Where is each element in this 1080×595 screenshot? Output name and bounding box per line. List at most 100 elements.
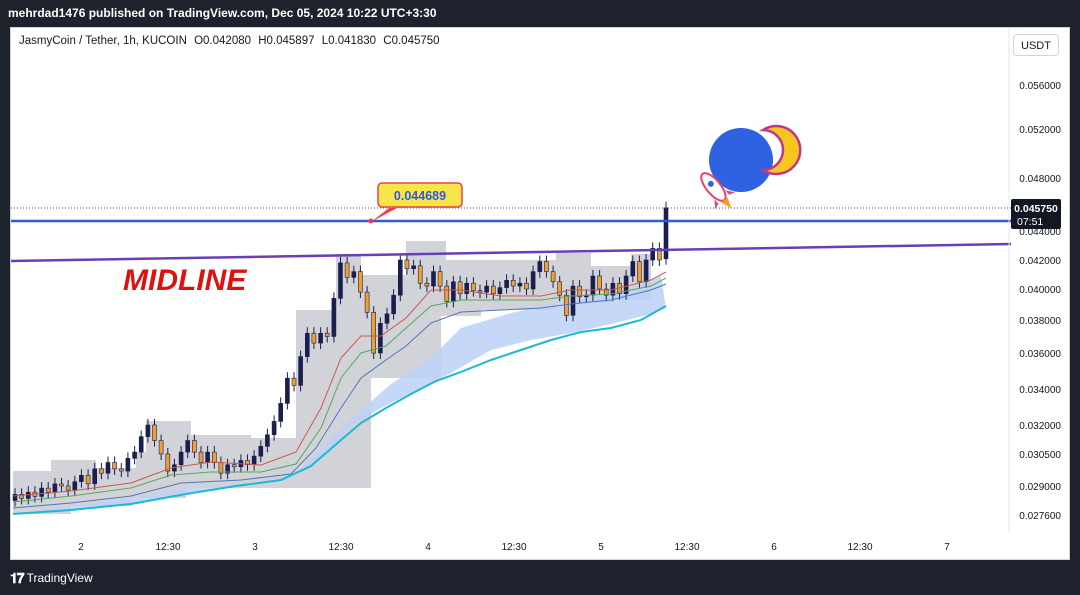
candle-up[interactable]: [630, 261, 636, 277]
candle-up[interactable]: [331, 297, 337, 337]
candle-down[interactable]: [158, 440, 164, 455]
candle-down[interactable]: [212, 451, 217, 463]
candle-down[interactable]: [603, 288, 609, 296]
candle-up[interactable]: [650, 248, 656, 261]
candle-down[interactable]: [404, 259, 410, 269]
candle-up[interactable]: [623, 275, 629, 295]
candle-down[interactable]: [471, 282, 476, 291]
candle-up[interactable]: [517, 282, 523, 287]
candle-up[interactable]: [663, 207, 669, 260]
candle-up[interactable]: [590, 275, 596, 296]
candle-down[interactable]: [344, 262, 350, 278]
candle-down[interactable]: [59, 483, 64, 487]
candle-down[interactable]: [231, 464, 237, 468]
candle-up[interactable]: [72, 481, 78, 491]
candle-up[interactable]: [205, 451, 210, 463]
candle-up[interactable]: [285, 377, 290, 404]
symbol-legend[interactable]: JasmyCoin / Tether, 1h, KUCOIN O0.042080…: [19, 35, 444, 47]
candle-up[interactable]: [504, 280, 509, 288]
candle-up[interactable]: [530, 271, 536, 290]
candle-up[interactable]: [391, 294, 396, 315]
candle-up[interactable]: [304, 332, 310, 357]
candle-up[interactable]: [484, 285, 489, 293]
chart-panel[interactable]: MIDLINE 0.044689 0.056000 0.052000 0.04800…: [10, 27, 1070, 560]
candle-up[interactable]: [258, 445, 264, 457]
midline-trendline[interactable]: [11, 242, 1012, 263]
candle-down[interactable]: [198, 451, 204, 463]
candle-up[interactable]: [178, 451, 184, 466]
callout-box[interactable]: [377, 182, 463, 208]
tradingview-footer[interactable]: 𝟏𝟕 TradingView: [10, 568, 93, 588]
time-axis[interactable]: 2 12:30 3 12:30 4 12:30 5 12:30 6 12:30 7: [78, 542, 950, 553]
price-axis[interactable]: 0.056000 0.052000 0.048000 0.044000 0.042000…: [1019, 81, 1061, 522]
candle-down[interactable]: [364, 291, 370, 313]
candle-down[interactable]: [477, 290, 483, 293]
candle-down[interactable]: [45, 487, 51, 493]
candle-up[interactable]: [431, 271, 436, 287]
candle-up[interactable]: [92, 468, 97, 485]
candle-down[interactable]: [152, 424, 157, 441]
candle-up[interactable]: [39, 487, 44, 497]
candle-down[interactable]: [324, 332, 330, 337]
candle-down[interactable]: [524, 282, 529, 290]
candle-down[interactable]: [165, 453, 171, 472]
candle-up[interactable]: [464, 282, 470, 294]
candle-up[interactable]: [185, 440, 190, 453]
candle-down[interactable]: [550, 271, 556, 283]
candle-down[interactable]: [444, 285, 450, 302]
candle-up[interactable]: [497, 287, 503, 295]
candle-up[interactable]: [570, 285, 576, 316]
candle-down[interactable]: [245, 460, 250, 465]
candle-down[interactable]: [637, 261, 642, 283]
candle-down[interactable]: [577, 285, 582, 298]
candle-down[interactable]: [417, 265, 423, 284]
candle-up[interactable]: [298, 356, 303, 386]
candle-down[interactable]: [192, 440, 197, 453]
candle-down[interactable]: [457, 281, 463, 295]
candle-down[interactable]: [544, 261, 549, 272]
candle-up[interactable]: [318, 332, 323, 344]
candle-up[interactable]: [378, 322, 383, 354]
candle-up[interactable]: [384, 313, 390, 324]
candle-down[interactable]: [510, 280, 516, 287]
candle-down[interactable]: [19, 493, 24, 499]
candle-down[interactable]: [112, 462, 117, 470]
candle-down[interactable]: [657, 248, 662, 261]
candle-down[interactable]: [437, 271, 443, 287]
candle-up[interactable]: [125, 457, 131, 472]
candle-down[interactable]: [99, 468, 104, 474]
publisher-header: mehrdad1476 published on TradingView.com…: [8, 6, 437, 20]
candle-down[interactable]: [424, 282, 430, 287]
candle-down[interactable]: [65, 485, 71, 491]
candle-down[interactable]: [85, 474, 91, 485]
candle-down[interactable]: [291, 377, 297, 386]
price-chart[interactable]: MIDLINE 0.044689 0.056000 0.052000 0.04800…: [11, 28, 1069, 559]
candle-up[interactable]: [79, 474, 84, 482]
candle-down[interactable]: [311, 332, 317, 344]
candle-up[interactable]: [138, 436, 144, 453]
candle-up[interactable]: [251, 455, 257, 465]
candle-up[interactable]: [52, 483, 58, 493]
candle-up[interactable]: [537, 261, 543, 272]
candle-up[interactable]: [278, 403, 284, 422]
candle-down[interactable]: [119, 468, 124, 472]
candle-up[interactable]: [105, 462, 111, 474]
candle-down[interactable]: [597, 275, 602, 290]
candle-down[interactable]: [371, 311, 377, 354]
candle-up[interactable]: [225, 464, 230, 474]
candle-up[interactable]: [451, 281, 456, 302]
candle-up[interactable]: [643, 259, 649, 283]
candle-up[interactable]: [351, 271, 357, 278]
candle-up[interactable]: [132, 451, 137, 459]
candle-up[interactable]: [411, 265, 416, 270]
candle-down[interactable]: [358, 271, 363, 293]
candle-down[interactable]: [490, 285, 496, 295]
candle-up[interactable]: [265, 434, 270, 447]
candle-up[interactable]: [397, 259, 403, 296]
currency-button[interactable]: USDT: [1013, 34, 1059, 56]
candle-up[interactable]: [12, 493, 18, 501]
candle-up[interactable]: [338, 262, 343, 299]
candle-up[interactable]: [145, 424, 151, 437]
candle-up[interactable]: [271, 421, 277, 435]
candle-down[interactable]: [557, 281, 563, 296]
